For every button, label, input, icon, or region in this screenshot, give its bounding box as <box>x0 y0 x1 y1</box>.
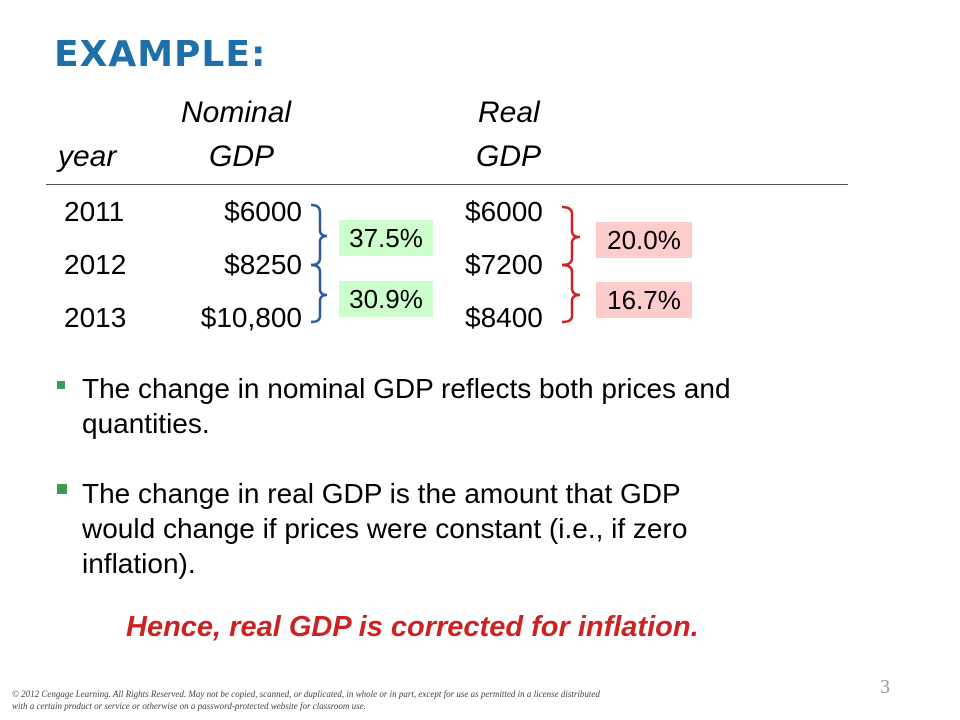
row-2013-real: $8400 <box>465 302 543 333</box>
bullet-marker-1 <box>57 381 65 389</box>
row-2011-nominal: $6000 <box>224 196 302 227</box>
row-2011-real: $6000 <box>465 196 543 227</box>
bullet-marker-2 <box>57 484 67 494</box>
row-2013-nominal: $10,800 <box>200 302 302 333</box>
year-header: year <box>58 140 117 173</box>
emphasis-statement: Hence, real GDP is corrected for inflati… <box>126 611 699 643</box>
real-brace-1 <box>561 205 581 267</box>
real-change-2012: 20.0% <box>596 222 692 258</box>
nominal-change-2013: 30.9% <box>339 281 433 317</box>
row-2012-year: 2012 <box>64 249 127 280</box>
row-2012-real: $7200 <box>465 249 543 280</box>
slide-title: EXAMPLE: <box>54 34 267 75</box>
nominal-header-line1: Nominal <box>181 96 292 129</box>
real-change-2013: 16.7% <box>596 282 692 318</box>
real-brace-2 <box>561 263 581 324</box>
nominal-change-2012: 37.5% <box>339 220 433 256</box>
nominal-brace-1 <box>310 203 328 267</box>
header-rule <box>46 184 848 185</box>
row-2012-nominal: $8250 <box>224 249 302 280</box>
bullet-real-change: The change in real GDP is the amount tha… <box>82 478 688 579</box>
nominal-header-line2: GDP <box>209 140 275 173</box>
nominal-brace-2 <box>310 263 328 324</box>
row-2011-year: 2011 <box>64 196 125 227</box>
real-header-line1: Real <box>478 96 540 129</box>
page-number: 3 <box>880 676 890 698</box>
row-2013-year: 2013 <box>64 302 127 333</box>
copyright-notice: © 2012 Cengage Learning. All Rights Rese… <box>12 689 600 711</box>
real-header-line2: GDP <box>476 140 542 173</box>
bullet-nominal-change: The change in nominal GDP reflects both … <box>82 373 731 439</box>
